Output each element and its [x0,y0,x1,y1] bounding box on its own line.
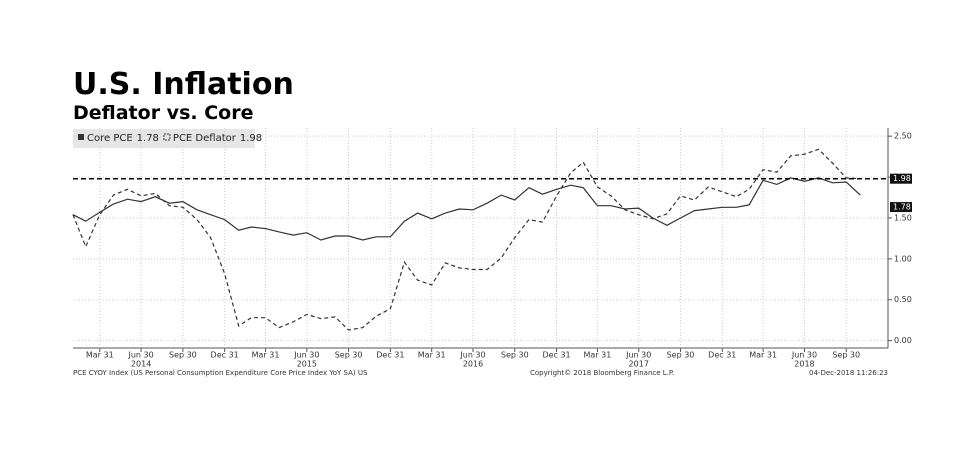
year-label: 2015 [297,360,317,369]
x-tick-label: Sep 30 [335,351,363,360]
legend-label: PCE Deflator 1.98 [173,133,262,144]
y-tick-label: 0.50 [894,295,912,304]
x-tick-label: Jun 30 [293,351,319,360]
x-tick-label: Mar 31 [252,351,280,360]
y-tick-label: 1.00 [894,254,912,263]
legend-name: Core PCE [87,133,133,144]
legend-label: Core PCE 1.78 [87,133,159,144]
y-tick-label: 2.50 [894,132,912,141]
x-tick-label: Sep 30 [501,351,529,360]
series-line [72,177,861,241]
x-tick-label: Dec 31 [542,351,570,360]
x-tick-label: Dec 31 [708,351,736,360]
x-tick-label: Mar 31 [86,351,114,360]
y-tick-label: 1.50 [894,213,912,222]
value-tag: 1.78 [893,203,911,212]
year-label: 2016 [463,360,483,369]
x-tick-label: Sep 30 [169,351,197,360]
value-tag-box [890,173,912,184]
footer-center: Copyright© 2018 Bloomberg Finance L.P. [530,369,674,377]
year-label: 2014 [131,360,151,369]
x-tick-label: Mar 31 [749,351,777,360]
footer-left: PCE CYOY Index (US Personal Consumption … [73,369,368,377]
value-tag-box [890,202,912,213]
year-label: 2017 [629,360,649,369]
x-tick-label: Jun 30 [459,351,485,360]
x-tick-label: Sep 30 [832,351,860,360]
y-tick-label: 0.00 [894,336,912,345]
x-tick-label: Jun 30 [791,351,817,360]
x-tick-label: Sep 30 [667,351,695,360]
x-tick-label: Mar 31 [418,351,446,360]
legend-swatch [163,133,171,141]
legend-value: 1.78 [137,133,159,144]
x-tick-label: Mar 31 [584,351,612,360]
x-tick-label: Jun 30 [127,351,153,360]
chart-title: U.S. Inflation [73,67,294,102]
year-label: 2018 [794,360,814,369]
x-tick-label: Dec 31 [211,351,239,360]
x-tick-label: Jun 30 [625,351,651,360]
legend-value: 1.98 [240,133,262,144]
footer-right: 04-Dec-2018 11:26:23 [809,369,888,377]
legend-name: PCE Deflator [173,133,237,144]
chart-subtitle: Deflator vs. Core [73,102,253,124]
value-tag: 1.98 [893,174,911,183]
series-line [72,148,861,331]
legend-swatch [78,134,84,140]
x-tick-label: Dec 31 [376,351,404,360]
